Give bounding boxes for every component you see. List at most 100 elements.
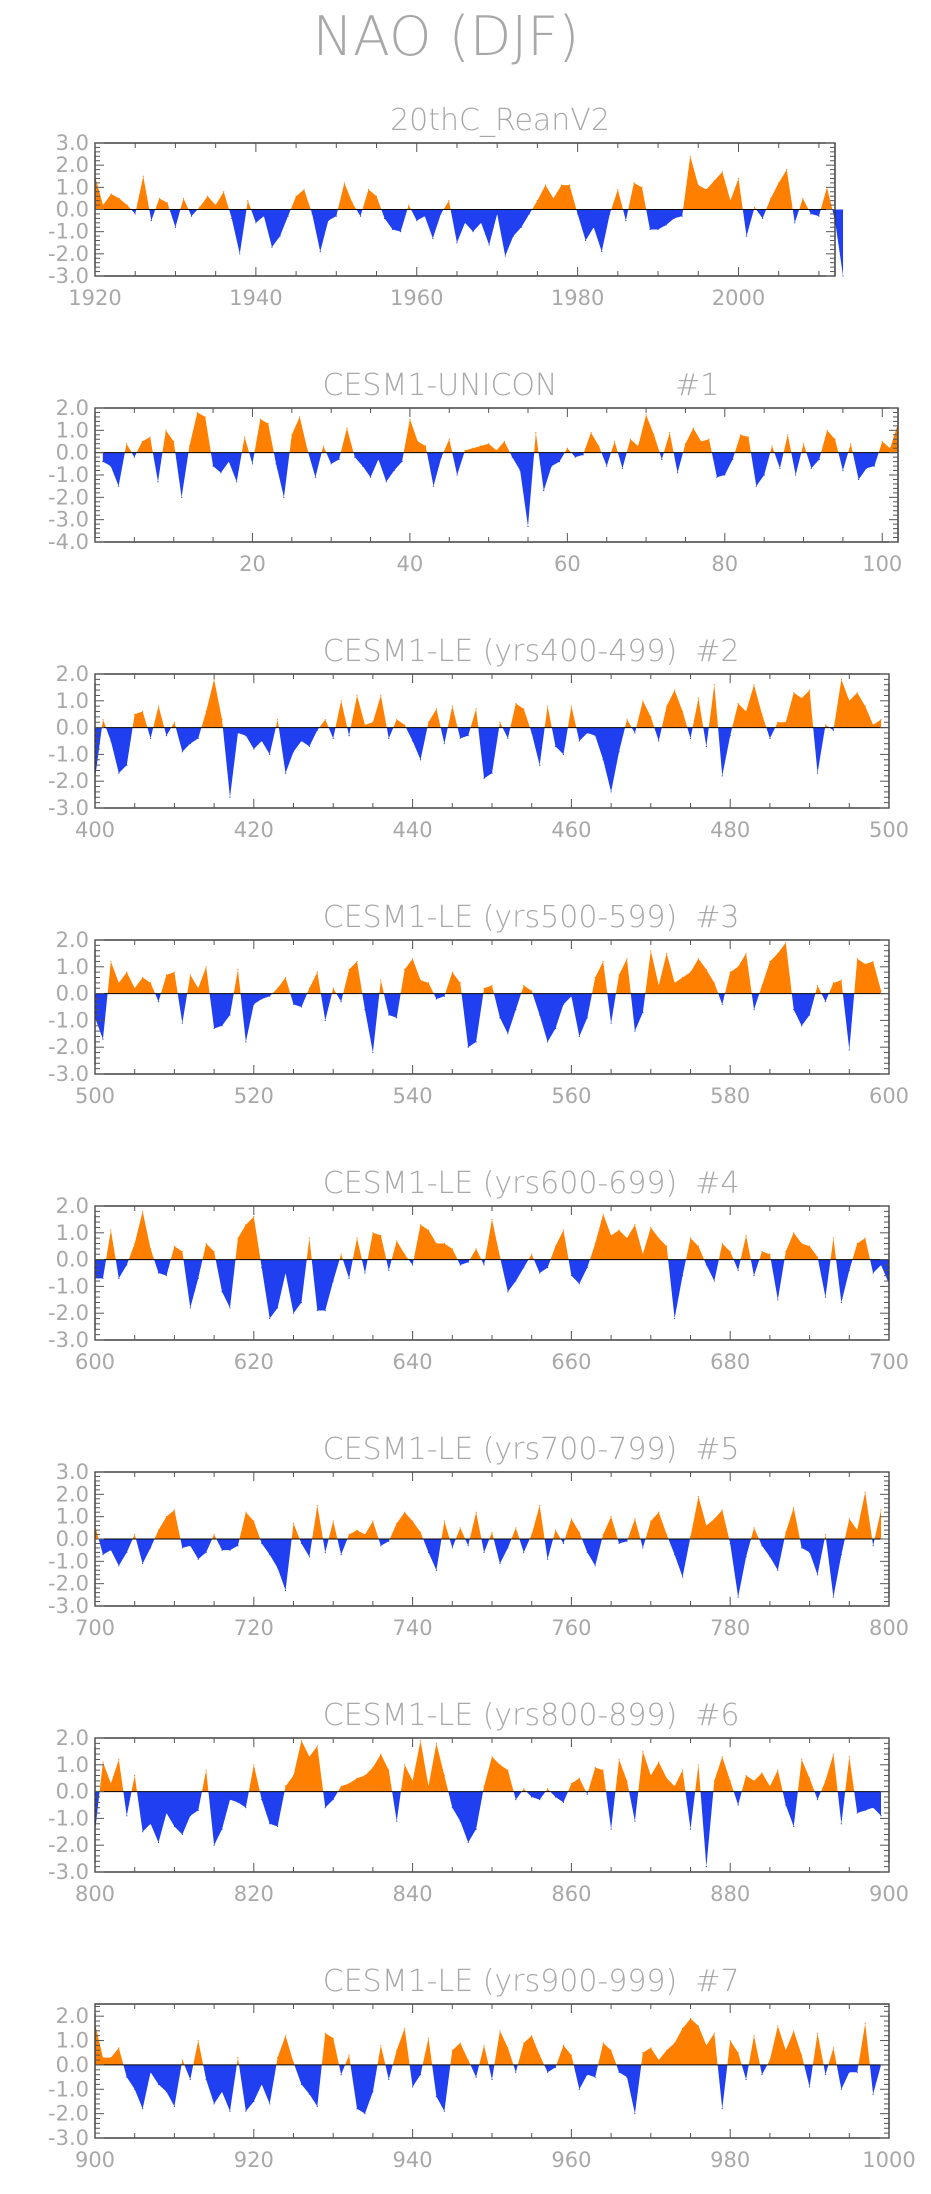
data-point bbox=[375, 195, 378, 197]
data-point bbox=[689, 1536, 692, 1538]
data-point bbox=[880, 990, 882, 992]
data-point bbox=[684, 443, 687, 445]
data-point bbox=[165, 974, 168, 976]
panel-title: CESM1-LE (yrs800-899) bbox=[323, 1698, 677, 1733]
data-point bbox=[681, 2027, 684, 2029]
data-point bbox=[292, 751, 295, 753]
data-point bbox=[149, 1248, 152, 1250]
positive-area bbox=[319, 719, 329, 728]
positive-area bbox=[641, 2018, 718, 2065]
data-point bbox=[658, 1511, 660, 1513]
data-point bbox=[316, 1309, 318, 1312]
negative-area bbox=[631, 727, 637, 733]
data-point bbox=[324, 1807, 326, 1809]
negative-area bbox=[544, 1539, 554, 1560]
data-point bbox=[705, 1525, 707, 1527]
data-point bbox=[475, 708, 477, 710]
data-point bbox=[753, 1780, 755, 1782]
positive-area bbox=[321, 2033, 340, 2065]
y-tick-label: -3.0 bbox=[48, 508, 89, 532]
data-point bbox=[277, 718, 279, 721]
data-point bbox=[110, 2057, 112, 2059]
data-point bbox=[562, 1229, 565, 1231]
data-point bbox=[769, 1253, 771, 1255]
data-point bbox=[181, 751, 183, 753]
data-point bbox=[832, 2047, 835, 2049]
data-point bbox=[713, 180, 715, 182]
positive-area bbox=[469, 1248, 482, 1260]
data-point bbox=[396, 1522, 398, 1524]
y-tick-label: 0.0 bbox=[56, 441, 89, 465]
data-point bbox=[456, 242, 458, 244]
data-point bbox=[388, 1769, 390, 1771]
negative-area bbox=[308, 452, 322, 478]
panel-title: CESM1-LE (yrs700-799) bbox=[323, 1432, 677, 1467]
negative-area bbox=[703, 727, 709, 747]
negative-area bbox=[260, 1539, 292, 1591]
data-point bbox=[858, 478, 860, 481]
data-point bbox=[697, 1245, 700, 1247]
data-point bbox=[102, 1038, 104, 1040]
data-point bbox=[818, 215, 820, 217]
data-point bbox=[570, 1782, 573, 1785]
positive-area bbox=[306, 1238, 312, 1260]
data-point bbox=[451, 705, 453, 707]
positive-area bbox=[469, 1512, 482, 1539]
data-point bbox=[165, 1275, 168, 1277]
positive-area bbox=[479, 2045, 489, 2065]
data-point bbox=[149, 737, 152, 739]
positive-area bbox=[340, 428, 354, 453]
data-point bbox=[316, 1745, 318, 1747]
negative-area bbox=[123, 1791, 132, 1816]
positive-area bbox=[443, 200, 451, 210]
data-point bbox=[810, 213, 812, 215]
positive-area bbox=[377, 2045, 386, 2065]
negative-area bbox=[818, 1259, 831, 1298]
data-point bbox=[118, 485, 120, 487]
data-point bbox=[319, 251, 321, 253]
x-tick-label: 1000 bbox=[862, 2148, 915, 2172]
data-point bbox=[554, 1245, 557, 1247]
data-point bbox=[697, 1495, 700, 1498]
data-point bbox=[231, 217, 233, 219]
positive-area bbox=[337, 1754, 393, 1792]
data-point bbox=[848, 700, 850, 702]
data-point bbox=[475, 1248, 477, 1250]
negative-area bbox=[668, 1259, 686, 1319]
data-point bbox=[809, 689, 811, 691]
data-point bbox=[840, 1554, 842, 1556]
data-point bbox=[507, 1033, 509, 1035]
negative-area bbox=[513, 1791, 522, 1800]
data-point bbox=[747, 436, 750, 438]
negative-area bbox=[239, 2064, 277, 2112]
y-tick-label: 0.0 bbox=[56, 982, 89, 1006]
negative-area bbox=[774, 452, 784, 469]
data-point bbox=[713, 1280, 715, 1282]
y-tick-label: 1.0 bbox=[56, 1221, 89, 1245]
data-point bbox=[570, 995, 573, 997]
data-point bbox=[713, 982, 715, 984]
positive-area bbox=[626, 414, 660, 453]
data-point bbox=[142, 175, 144, 177]
data-point bbox=[204, 416, 206, 418]
data-point bbox=[158, 197, 160, 200]
data-point bbox=[275, 463, 277, 465]
data-point bbox=[404, 724, 406, 726]
data-point bbox=[689, 1237, 692, 1239]
data-point bbox=[372, 2091, 374, 2093]
negative-area bbox=[526, 1791, 546, 1800]
data-point bbox=[716, 476, 718, 478]
negative-area bbox=[617, 1539, 628, 1544]
negative-area bbox=[175, 727, 202, 752]
data-point bbox=[190, 215, 193, 217]
positive-area bbox=[367, 1232, 387, 1260]
positive-area bbox=[858, 2023, 870, 2065]
panel-tag: #2 bbox=[695, 634, 739, 669]
positive-area bbox=[820, 187, 833, 210]
negative-area bbox=[782, 1791, 798, 1827]
data-point bbox=[785, 942, 787, 944]
data-point bbox=[697, 1764, 700, 1766]
positive-area bbox=[628, 182, 647, 210]
data-point bbox=[412, 958, 414, 960]
positive-area bbox=[246, 200, 252, 210]
